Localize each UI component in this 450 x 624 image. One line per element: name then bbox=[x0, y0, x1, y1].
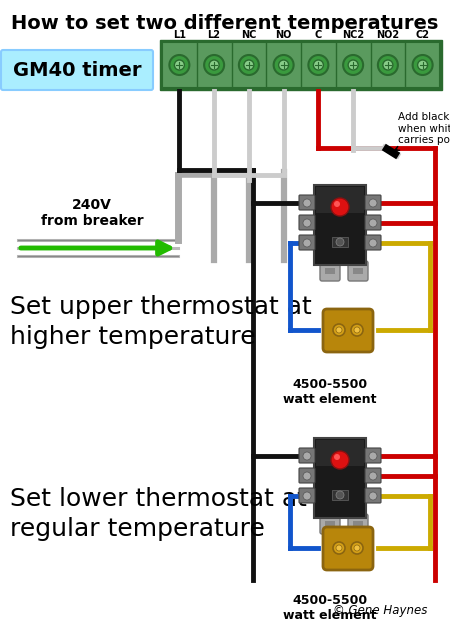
Circle shape bbox=[336, 545, 342, 551]
Circle shape bbox=[369, 452, 377, 460]
Text: Set upper thermostat at
higher temperature: Set upper thermostat at higher temperatu… bbox=[10, 295, 312, 349]
FancyBboxPatch shape bbox=[299, 235, 315, 250]
FancyArrowPatch shape bbox=[21, 242, 170, 254]
Text: 4500-5500
watt element: 4500-5500 watt element bbox=[283, 594, 377, 622]
Circle shape bbox=[343, 55, 363, 75]
Circle shape bbox=[334, 201, 340, 207]
Text: 4500-5500
watt element: 4500-5500 watt element bbox=[283, 378, 377, 406]
Circle shape bbox=[354, 327, 360, 333]
Text: Set lower thermostat at
regular temperature: Set lower thermostat at regular temperat… bbox=[10, 487, 307, 541]
Circle shape bbox=[336, 238, 344, 246]
Circle shape bbox=[369, 472, 377, 480]
Bar bbox=[162, 42, 440, 88]
FancyBboxPatch shape bbox=[320, 261, 340, 281]
Circle shape bbox=[331, 451, 349, 469]
Circle shape bbox=[383, 60, 393, 70]
Circle shape bbox=[348, 60, 358, 70]
Circle shape bbox=[279, 60, 288, 70]
Circle shape bbox=[333, 324, 345, 336]
Text: 240V
from breaker: 240V from breaker bbox=[40, 198, 143, 228]
Circle shape bbox=[333, 542, 345, 554]
Text: L1: L1 bbox=[173, 30, 186, 40]
FancyBboxPatch shape bbox=[365, 448, 381, 463]
FancyBboxPatch shape bbox=[365, 235, 381, 250]
Circle shape bbox=[331, 198, 349, 216]
Circle shape bbox=[175, 60, 184, 70]
Circle shape bbox=[313, 60, 324, 70]
Bar bbox=[316, 187, 364, 213]
FancyBboxPatch shape bbox=[1, 50, 153, 90]
Circle shape bbox=[244, 60, 254, 70]
FancyBboxPatch shape bbox=[365, 215, 381, 230]
Bar bbox=[314, 438, 366, 518]
FancyBboxPatch shape bbox=[365, 488, 381, 503]
Text: GM40 timer: GM40 timer bbox=[13, 61, 141, 79]
Text: NO: NO bbox=[275, 30, 292, 40]
Circle shape bbox=[336, 327, 342, 333]
Circle shape bbox=[334, 454, 340, 460]
Circle shape bbox=[351, 324, 363, 336]
Circle shape bbox=[169, 55, 189, 75]
Circle shape bbox=[351, 542, 363, 554]
FancyBboxPatch shape bbox=[299, 448, 315, 463]
FancyBboxPatch shape bbox=[365, 468, 381, 483]
Circle shape bbox=[413, 55, 432, 75]
FancyBboxPatch shape bbox=[323, 527, 373, 570]
Circle shape bbox=[274, 55, 293, 75]
FancyBboxPatch shape bbox=[299, 195, 315, 210]
Circle shape bbox=[354, 545, 360, 551]
Circle shape bbox=[303, 239, 311, 247]
Text: NC2: NC2 bbox=[342, 30, 364, 40]
Circle shape bbox=[369, 239, 377, 247]
Circle shape bbox=[303, 219, 311, 227]
Bar bbox=[332, 490, 348, 500]
Bar bbox=[316, 440, 364, 466]
FancyBboxPatch shape bbox=[299, 488, 315, 503]
FancyBboxPatch shape bbox=[323, 309, 373, 352]
Circle shape bbox=[303, 472, 311, 480]
Circle shape bbox=[418, 60, 428, 70]
Text: C2: C2 bbox=[416, 30, 430, 40]
Circle shape bbox=[239, 55, 259, 75]
Text: © Gene Haynes: © Gene Haynes bbox=[333, 604, 427, 617]
Circle shape bbox=[303, 199, 311, 207]
FancyBboxPatch shape bbox=[348, 261, 368, 281]
FancyBboxPatch shape bbox=[320, 514, 340, 534]
FancyBboxPatch shape bbox=[365, 195, 381, 210]
Bar bbox=[332, 237, 348, 247]
Text: How to set two different temperatures: How to set two different temperatures bbox=[11, 14, 439, 33]
FancyBboxPatch shape bbox=[299, 468, 315, 483]
Circle shape bbox=[369, 219, 377, 227]
Circle shape bbox=[209, 60, 219, 70]
Circle shape bbox=[308, 55, 328, 75]
Text: C: C bbox=[315, 30, 322, 40]
Bar bbox=[353, 521, 363, 527]
Text: NO2: NO2 bbox=[376, 30, 400, 40]
Circle shape bbox=[204, 55, 224, 75]
Circle shape bbox=[369, 492, 377, 500]
Bar bbox=[325, 268, 335, 274]
FancyBboxPatch shape bbox=[299, 215, 315, 230]
Circle shape bbox=[369, 199, 377, 207]
Bar bbox=[353, 268, 363, 274]
Circle shape bbox=[378, 55, 398, 75]
Bar bbox=[314, 185, 366, 265]
Text: Add black tape
when white wire
carries power: Add black tape when white wire carries p… bbox=[395, 112, 450, 150]
Bar bbox=[325, 521, 335, 527]
Text: NC: NC bbox=[241, 30, 256, 40]
FancyBboxPatch shape bbox=[348, 514, 368, 534]
Circle shape bbox=[303, 452, 311, 460]
Text: L2: L2 bbox=[207, 30, 220, 40]
Circle shape bbox=[303, 492, 311, 500]
Bar bbox=[160, 40, 442, 90]
Circle shape bbox=[336, 491, 344, 499]
